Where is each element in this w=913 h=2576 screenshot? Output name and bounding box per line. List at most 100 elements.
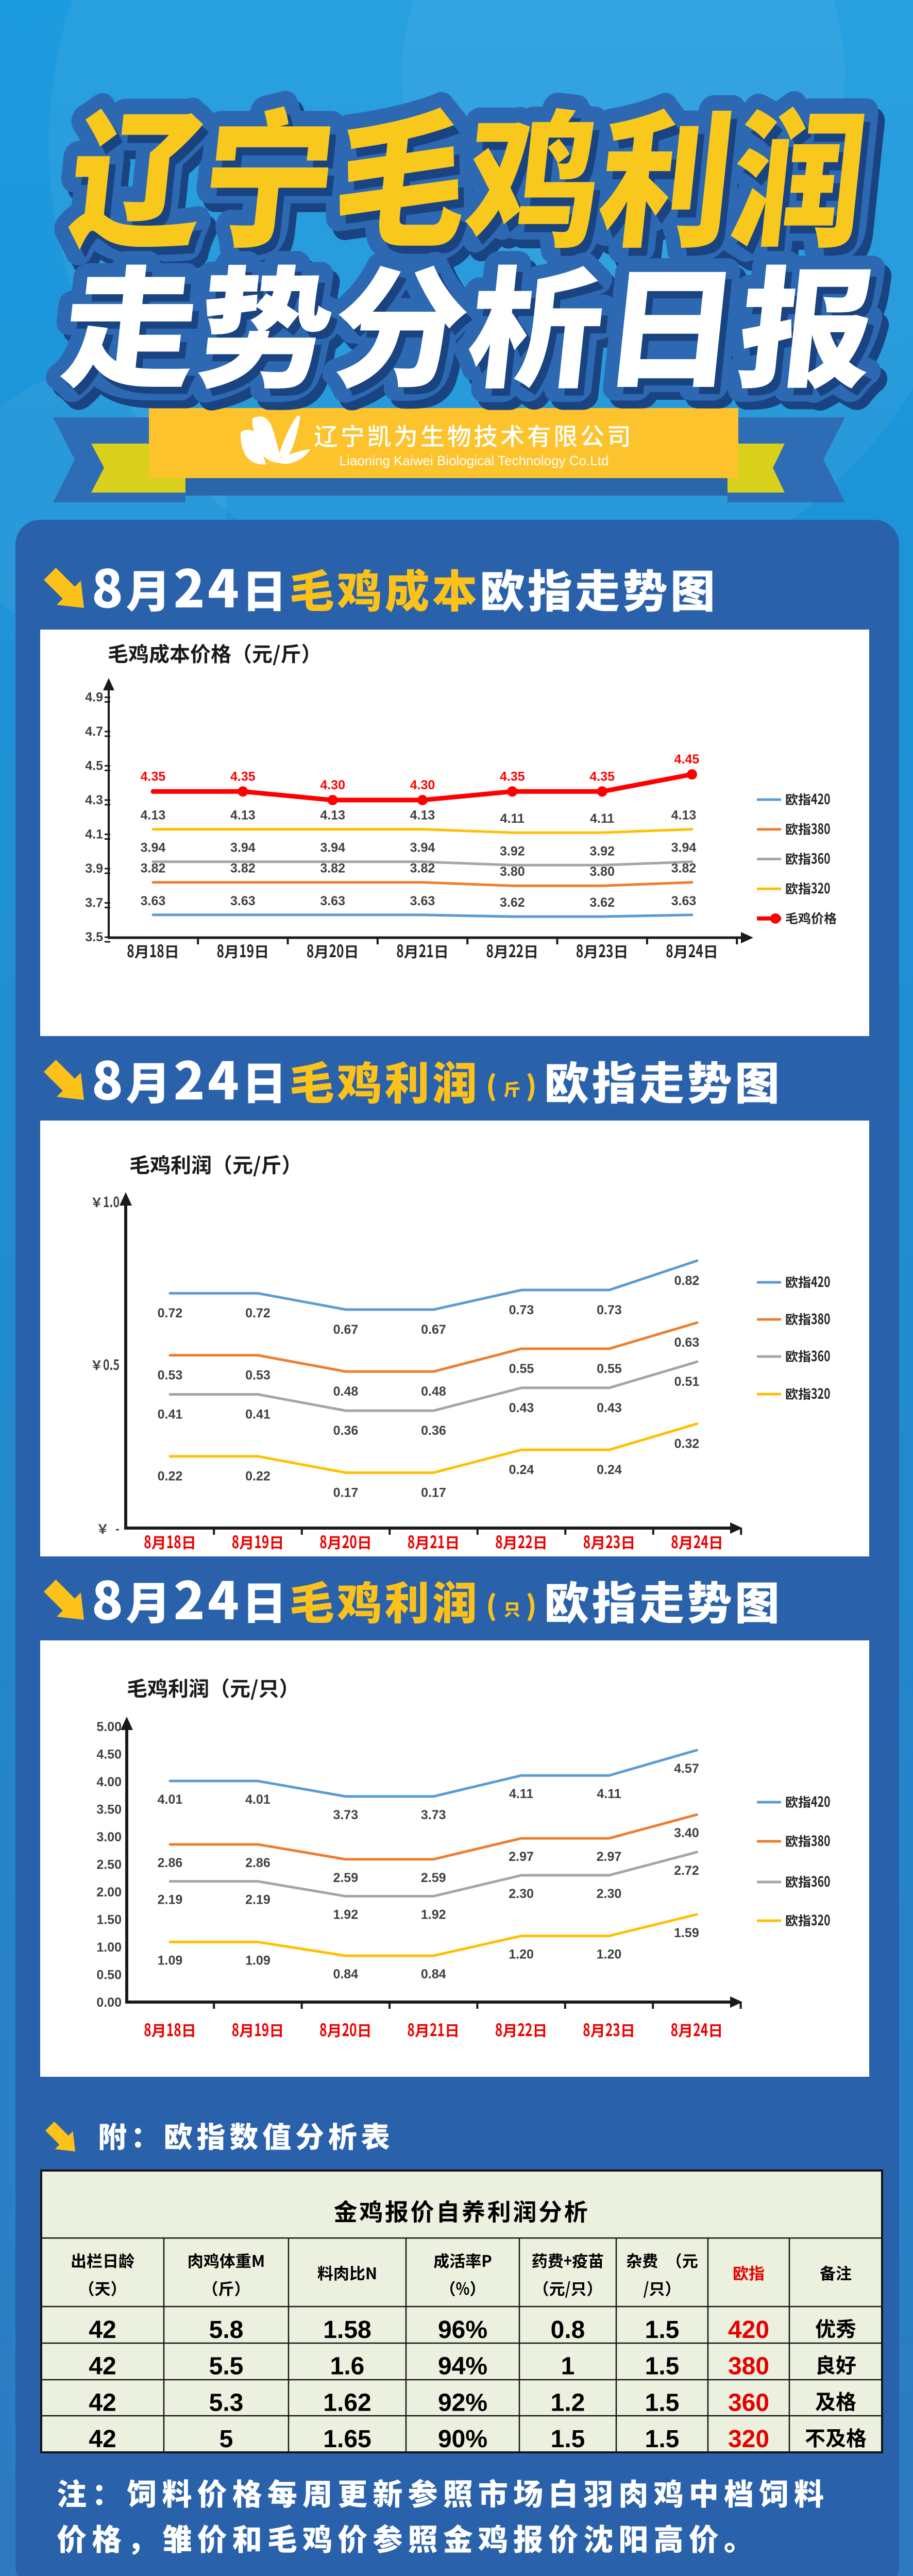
svg-text:3.82: 3.82 (230, 861, 256, 876)
svg-text:360: 360 (728, 2389, 769, 2416)
svg-text:0.53: 0.53 (245, 1368, 270, 1383)
svg-text:4.11: 4.11 (590, 811, 614, 826)
svg-text:1.5: 1.5 (645, 2316, 680, 2344)
svg-text:0.24: 0.24 (509, 1463, 534, 1477)
svg-text:3.63: 3.63 (230, 894, 256, 908)
svg-text:3.94: 3.94 (410, 841, 435, 855)
svg-text:3.40: 3.40 (674, 1826, 699, 1840)
svg-text:4.13: 4.13 (671, 808, 697, 822)
svg-text:1.2: 1.2 (551, 2389, 585, 2416)
svg-text:1.62: 1.62 (323, 2389, 371, 2416)
svg-text:2.86: 2.86 (245, 1856, 270, 1870)
svg-text:4.13: 4.13 (320, 808, 345, 822)
svg-text:1.00: 1.00 (96, 1940, 122, 1955)
svg-text:4.01: 4.01 (245, 1792, 270, 1807)
svg-text:0.67: 0.67 (333, 1323, 359, 1337)
svg-text:1.59: 1.59 (674, 1926, 699, 1940)
svg-text:5.3: 5.3 (209, 2389, 244, 2416)
svg-text:3.82: 3.82 (410, 861, 435, 876)
svg-text:2.50: 2.50 (96, 1858, 122, 1872)
svg-text:3.73: 3.73 (421, 1808, 446, 1822)
svg-text:0.41: 0.41 (245, 1407, 270, 1421)
svg-text:0.50: 0.50 (96, 1968, 122, 1982)
svg-text:0.8: 0.8 (551, 2316, 585, 2344)
svg-text:2.19: 2.19 (158, 1893, 183, 1907)
svg-text:2.97: 2.97 (597, 1850, 622, 1864)
svg-text:4.45: 4.45 (674, 752, 700, 767)
svg-text:42: 42 (89, 2353, 116, 2380)
svg-text:4.35: 4.35 (230, 769, 256, 784)
svg-text:1.50: 1.50 (96, 1913, 122, 1927)
svg-text:2.86: 2.86 (158, 1856, 183, 1870)
svg-text:2.30: 2.30 (597, 1887, 622, 1901)
svg-text:3.92: 3.92 (589, 844, 615, 858)
svg-text:320: 320 (728, 2426, 769, 2453)
svg-text:0.43: 0.43 (597, 1401, 622, 1415)
svg-text:3.94: 3.94 (671, 841, 697, 855)
svg-text:3.5: 3.5 (85, 930, 103, 944)
svg-text:3.7: 3.7 (85, 895, 103, 910)
svg-text:3.80: 3.80 (589, 865, 615, 879)
svg-text:4.35: 4.35 (500, 769, 525, 784)
svg-text:96%: 96% (438, 2316, 487, 2344)
svg-text:3.94: 3.94 (230, 841, 256, 855)
svg-text:3.94: 3.94 (320, 841, 345, 855)
svg-text:0.41: 0.41 (158, 1407, 183, 1421)
svg-text:4.00: 4.00 (96, 1775, 122, 1789)
svg-text:3.63: 3.63 (141, 894, 166, 908)
svg-text:4.13: 4.13 (141, 808, 166, 822)
svg-text:4.30: 4.30 (320, 778, 345, 792)
svg-text:4.30: 4.30 (410, 778, 435, 792)
svg-text:0.84: 0.84 (333, 1967, 358, 1981)
svg-text:0.63: 0.63 (674, 1335, 700, 1350)
svg-text:0.00: 0.00 (96, 1995, 122, 2010)
svg-text:5.00: 5.00 (96, 1720, 122, 1734)
svg-text:1.6: 1.6 (330, 2353, 365, 2380)
svg-text:0.51: 0.51 (674, 1375, 700, 1389)
svg-text:42: 42 (89, 2426, 116, 2453)
svg-text:3.00: 3.00 (96, 1830, 122, 1844)
svg-text:3.62: 3.62 (500, 895, 525, 910)
svg-text:4.35: 4.35 (141, 769, 166, 784)
svg-text:3.62: 3.62 (589, 895, 615, 910)
svg-text:3.63: 3.63 (671, 894, 697, 908)
svg-text:4.13: 4.13 (230, 808, 256, 822)
svg-text:4.11: 4.11 (509, 1787, 533, 1801)
svg-text:0.67: 0.67 (421, 1323, 446, 1337)
svg-text:0.17: 0.17 (421, 1485, 446, 1500)
svg-text:Liaoning Kaiwei Biological Tec: Liaoning Kaiwei Biological Technology Co… (340, 453, 609, 468)
svg-text:2.19: 2.19 (245, 1893, 270, 1907)
svg-text:4.11: 4.11 (500, 811, 525, 826)
svg-text:3.94: 3.94 (141, 841, 166, 855)
svg-text:4.01: 4.01 (158, 1792, 183, 1807)
svg-text:1.92: 1.92 (421, 1908, 446, 1922)
svg-text:1.5: 1.5 (551, 2426, 585, 2453)
svg-text:0.73: 0.73 (509, 1303, 534, 1317)
svg-text:1.58: 1.58 (323, 2316, 371, 2344)
svg-text:1.5: 1.5 (645, 2426, 680, 2453)
svg-text:0.32: 0.32 (674, 1436, 700, 1451)
svg-text:2.30: 2.30 (509, 1887, 534, 1901)
svg-text:0.48: 0.48 (421, 1384, 446, 1399)
svg-text:3.63: 3.63 (320, 894, 345, 908)
svg-text:0.24: 0.24 (597, 1463, 622, 1477)
svg-text:4.11: 4.11 (597, 1787, 621, 1801)
svg-text:0.72: 0.72 (245, 1306, 270, 1320)
svg-text:3.50: 3.50 (96, 1803, 122, 1817)
svg-text:4.9: 4.9 (85, 690, 103, 704)
svg-text:5.8: 5.8 (209, 2316, 244, 2344)
svg-text:2.59: 2.59 (421, 1871, 446, 1885)
svg-text:0.22: 0.22 (158, 1469, 183, 1484)
svg-text:1: 1 (561, 2353, 575, 2380)
svg-text:0.36: 0.36 (333, 1423, 359, 1438)
svg-text:3.63: 3.63 (410, 894, 435, 908)
svg-text:3.92: 3.92 (500, 844, 525, 858)
svg-text:0.72: 0.72 (158, 1306, 183, 1320)
svg-text:0.82: 0.82 (674, 1274, 700, 1288)
svg-text:92%: 92% (438, 2389, 487, 2416)
svg-text:4.13: 4.13 (410, 808, 435, 822)
svg-text:90%: 90% (438, 2426, 487, 2453)
svg-text:1.5: 1.5 (645, 2389, 680, 2416)
svg-text:1.09: 1.09 (158, 1953, 183, 1968)
svg-text:3.82: 3.82 (141, 861, 166, 876)
